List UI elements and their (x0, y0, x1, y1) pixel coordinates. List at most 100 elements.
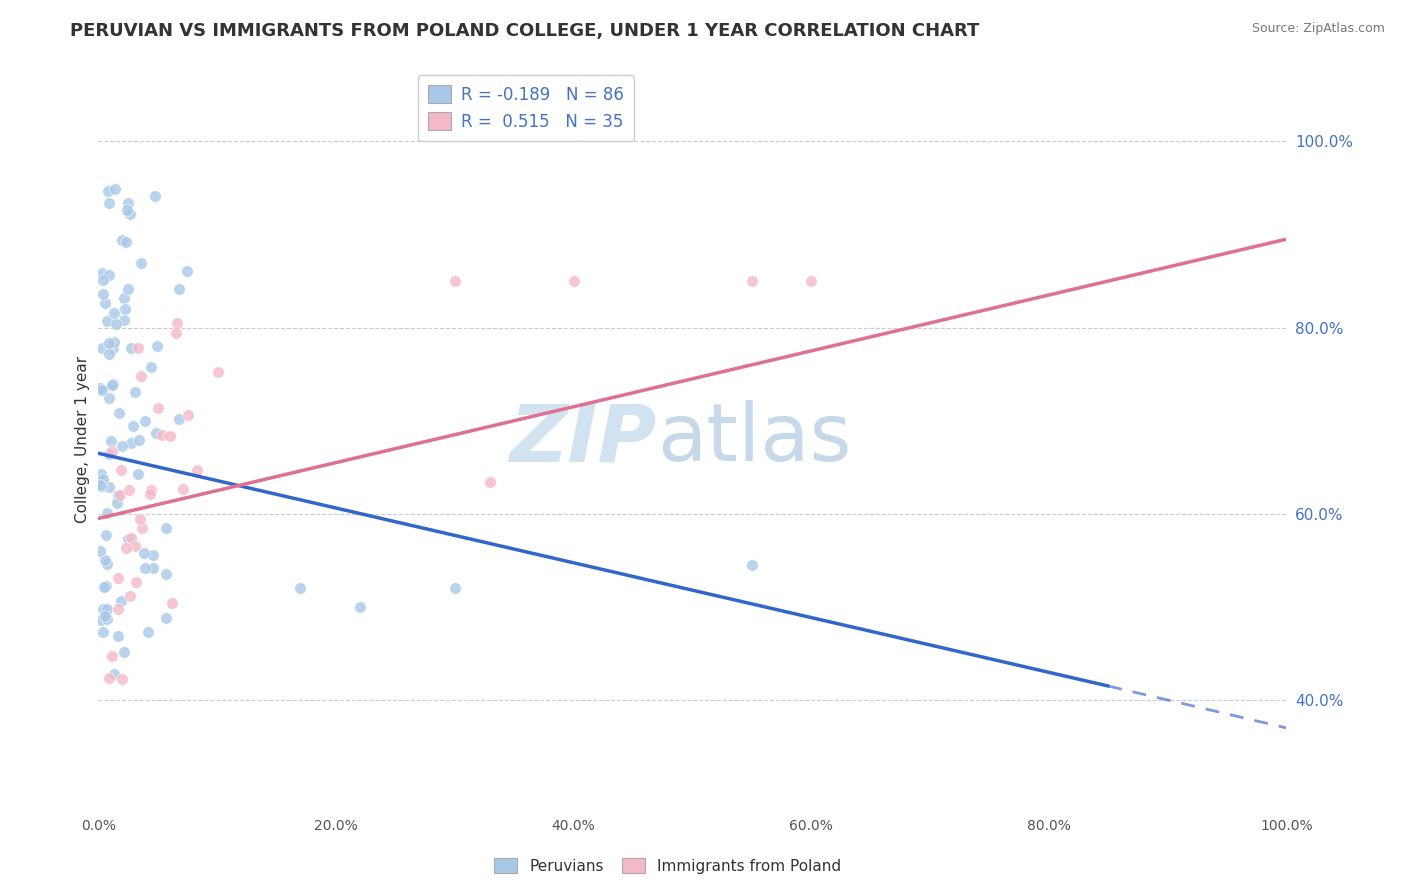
Point (98, 447, 121, 461)
Point (120, 531, 142, 545)
Point (148, 401, 170, 415)
Point (107, 602, 129, 616)
Point (101, 378, 124, 392)
Point (136, 624, 159, 639)
Point (111, 233, 134, 247)
Point (176, 264, 198, 278)
Point (177, 408, 200, 422)
Point (117, 282, 139, 296)
Point (98, 391, 121, 405)
Point (91, 267, 114, 281)
Point (155, 611, 177, 625)
Point (118, 207, 141, 221)
Point (207, 365, 229, 379)
Point (120, 589, 142, 603)
Point (134, 560, 156, 574)
Point (110, 672, 132, 686)
Point (117, 533, 139, 547)
Point (112, 645, 135, 659)
Point (124, 540, 146, 554)
Point (146, 339, 169, 353)
Point (127, 467, 149, 481)
Point (118, 483, 141, 498)
Point (129, 256, 152, 270)
Point (89, 544, 111, 558)
Point (112, 313, 135, 327)
Point (800, 274, 823, 288)
Point (96, 602, 118, 616)
Point (142, 548, 165, 562)
Point (100, 434, 122, 449)
Point (139, 483, 162, 497)
Point (162, 596, 184, 610)
Point (120, 436, 142, 450)
Point (104, 182, 127, 196)
Point (110, 594, 132, 608)
Point (89, 467, 111, 482)
Point (90, 383, 112, 397)
Point (115, 541, 138, 555)
Point (98, 671, 121, 685)
Point (741, 274, 763, 288)
Point (172, 482, 194, 496)
Point (142, 560, 165, 574)
Point (134, 414, 156, 428)
Point (103, 335, 125, 350)
Point (349, 599, 371, 614)
Point (127, 341, 149, 355)
Point (479, 475, 502, 490)
Point (155, 521, 177, 535)
Point (444, 582, 467, 596)
Point (117, 196, 139, 211)
Point (93, 472, 115, 486)
Point (90, 613, 112, 627)
Point (91, 602, 114, 616)
Point (96, 612, 118, 626)
Point (115, 235, 138, 250)
Point (110, 439, 132, 453)
Point (114, 291, 136, 305)
Point (121, 418, 143, 433)
Point (91, 625, 114, 640)
Point (125, 575, 148, 590)
Point (150, 428, 173, 442)
Point (91, 479, 114, 493)
Point (94, 579, 117, 593)
Point (89, 478, 111, 492)
Point (98, 336, 121, 351)
Point (444, 274, 467, 288)
Point (98, 268, 121, 282)
Point (98, 347, 121, 361)
Point (101, 376, 124, 391)
Point (96, 527, 118, 541)
Point (94, 553, 117, 567)
Point (108, 406, 131, 420)
Point (94, 296, 117, 310)
Text: PERUVIAN VS IMMIGRANTS FROM POLAND COLLEGE, UNDER 1 YEAR CORRELATION CHART: PERUVIAN VS IMMIGRANTS FROM POLAND COLLE… (70, 22, 980, 40)
Point (98, 480, 121, 494)
Point (107, 571, 129, 585)
Point (167, 412, 190, 426)
Point (96, 507, 118, 521)
Point (101, 648, 124, 663)
Point (169, 282, 191, 296)
Point (97, 195, 120, 210)
Point (131, 521, 153, 535)
Point (120, 342, 142, 356)
Point (107, 629, 129, 643)
Point (155, 566, 177, 581)
Point (129, 369, 152, 384)
Point (105, 317, 128, 331)
Point (741, 558, 763, 572)
Point (562, 274, 585, 288)
Point (89, 380, 111, 394)
Point (159, 428, 181, 442)
Text: Source: ZipAtlas.com: Source: ZipAtlas.com (1251, 22, 1385, 36)
Point (108, 488, 131, 502)
Point (114, 302, 136, 317)
Point (100, 443, 122, 458)
Point (107, 488, 129, 502)
Point (139, 359, 162, 374)
Point (91, 273, 114, 287)
Point (290, 582, 312, 596)
